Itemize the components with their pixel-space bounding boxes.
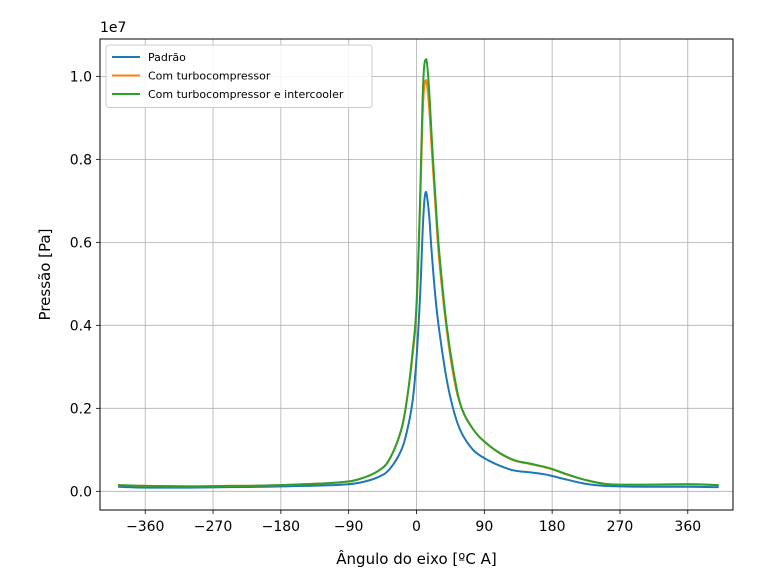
x-tick-label: −180 [262,519,300,535]
x-tick-label: −90 [334,519,364,535]
y-tick-label: 0.8 [70,152,92,168]
y-axis-ticks: 0.0 0.2 0.4 0.6 0.8 1.0 [70,69,100,500]
y-tick-label: 0.6 [70,235,92,251]
x-grid [144,39,689,510]
series-lines [117,58,719,489]
legend-label: Padrão [148,51,186,64]
series-line-1 [117,190,719,489]
x-axis-label: Ângulo do eixo [ºC A] [336,549,496,568]
x-tick-label: −360 [126,519,164,535]
series-line-3 [117,58,719,488]
legend: Padrão Com turbocompressor Com turbocompre… [105,44,373,108]
y-tick-label: 1.0 [70,69,92,85]
x-tick-label: 90 [475,519,493,535]
x-tick-label: 270 [607,519,634,535]
legend-box [105,44,373,108]
x-axis-ticks: −360 −270 −180 −90 0 90 180 270 360 [126,510,701,535]
x-tick-label: 0 [412,519,421,535]
y-grid [100,75,733,492]
y-tick-label: 0.0 [70,484,92,500]
x-tick-label: 360 [674,519,701,535]
y-axis-label: Pressão [Pa] [36,229,54,321]
legend-label: Com turbocompressor [148,70,271,83]
y-tick-label: 0.2 [70,401,92,417]
legend-label: Com turbocompressor e intercooler [148,88,344,101]
x-tick-label: −270 [194,519,232,535]
series-line-2 [117,79,719,488]
y-tick-label: 0.4 [70,318,92,334]
x-tick-label: 180 [539,519,566,535]
y-scale-label: 1e7 [100,20,126,36]
